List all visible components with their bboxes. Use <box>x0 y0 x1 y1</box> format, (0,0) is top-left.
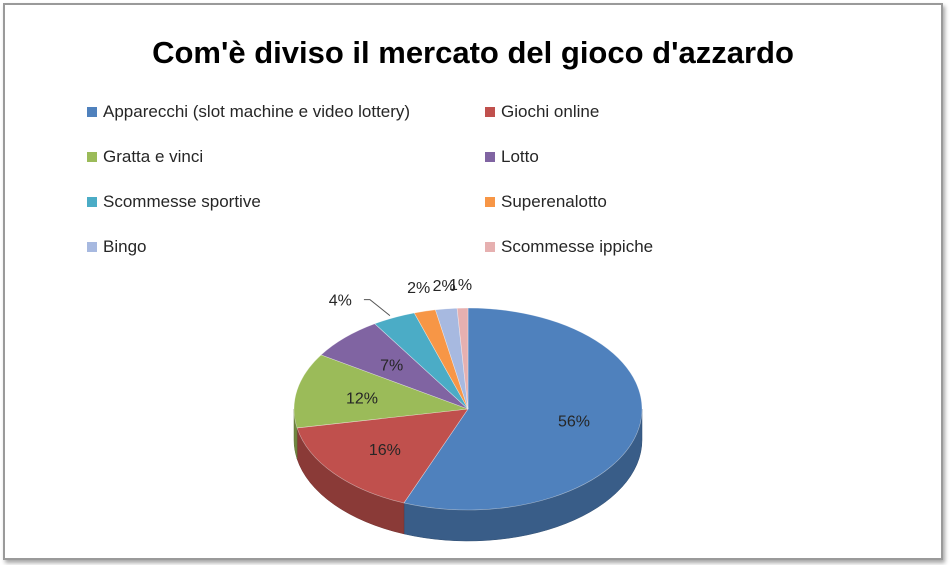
data-label: 2% <box>433 278 456 295</box>
pie-slice <box>456 307 469 410</box>
legend-label: Lotto <box>501 147 539 166</box>
data-label: 4% <box>329 293 352 310</box>
legend-swatch <box>485 242 495 252</box>
legend-swatch <box>485 197 495 207</box>
legend-swatch <box>485 107 495 117</box>
data-label: 7% <box>380 358 403 375</box>
legend-item: Scommesse ippiche <box>485 236 653 258</box>
legend-label: Apparecchi (slot machine e video lottery… <box>103 102 411 121</box>
legend-swatch <box>87 197 97 207</box>
data-label: 1% <box>449 277 472 294</box>
legend-label: Scommesse sportive <box>103 192 261 211</box>
data-label: 2% <box>407 280 430 297</box>
data-label: 16% <box>369 442 401 459</box>
legend-label: Gratta e vinci <box>103 147 204 166</box>
pie-slice <box>296 408 469 504</box>
data-label: 56% <box>558 414 590 431</box>
leader-line <box>363 299 391 317</box>
legend-label: Giochi online <box>501 102 600 121</box>
legend-swatch <box>87 152 97 162</box>
chart-legend: Apparecchi (slot machine e video lottery… <box>87 101 707 271</box>
legend-swatch <box>87 107 97 117</box>
legend-label: Bingo <box>103 237 147 256</box>
legend-label: Superenalotto <box>501 192 607 211</box>
pie-slice <box>293 354 469 429</box>
chart-title: Com'è diviso il mercato del gioco d'azza… <box>152 35 794 70</box>
legend-item: Lotto <box>485 146 539 168</box>
legend-item: Superenalotto <box>485 191 607 213</box>
legend-item: Bingo <box>87 236 146 258</box>
legend-label: Scommesse ippiche <box>501 237 654 256</box>
legend-item: Apparecchi (slot machine e video lottery… <box>87 101 410 123</box>
legend-swatch <box>87 242 97 252</box>
pie-slice <box>403 307 643 511</box>
legend-swatch <box>485 152 495 162</box>
pie-tops <box>293 307 643 511</box>
data-label: 12% <box>346 390 378 407</box>
legend-item: Giochi online <box>485 101 599 123</box>
pie-data-labels: 56%16%12%7%4%2% 2%1% <box>329 277 590 459</box>
legend-item: Scommesse sportive <box>87 191 261 213</box>
legend-item: Gratta e vinci <box>87 146 203 168</box>
